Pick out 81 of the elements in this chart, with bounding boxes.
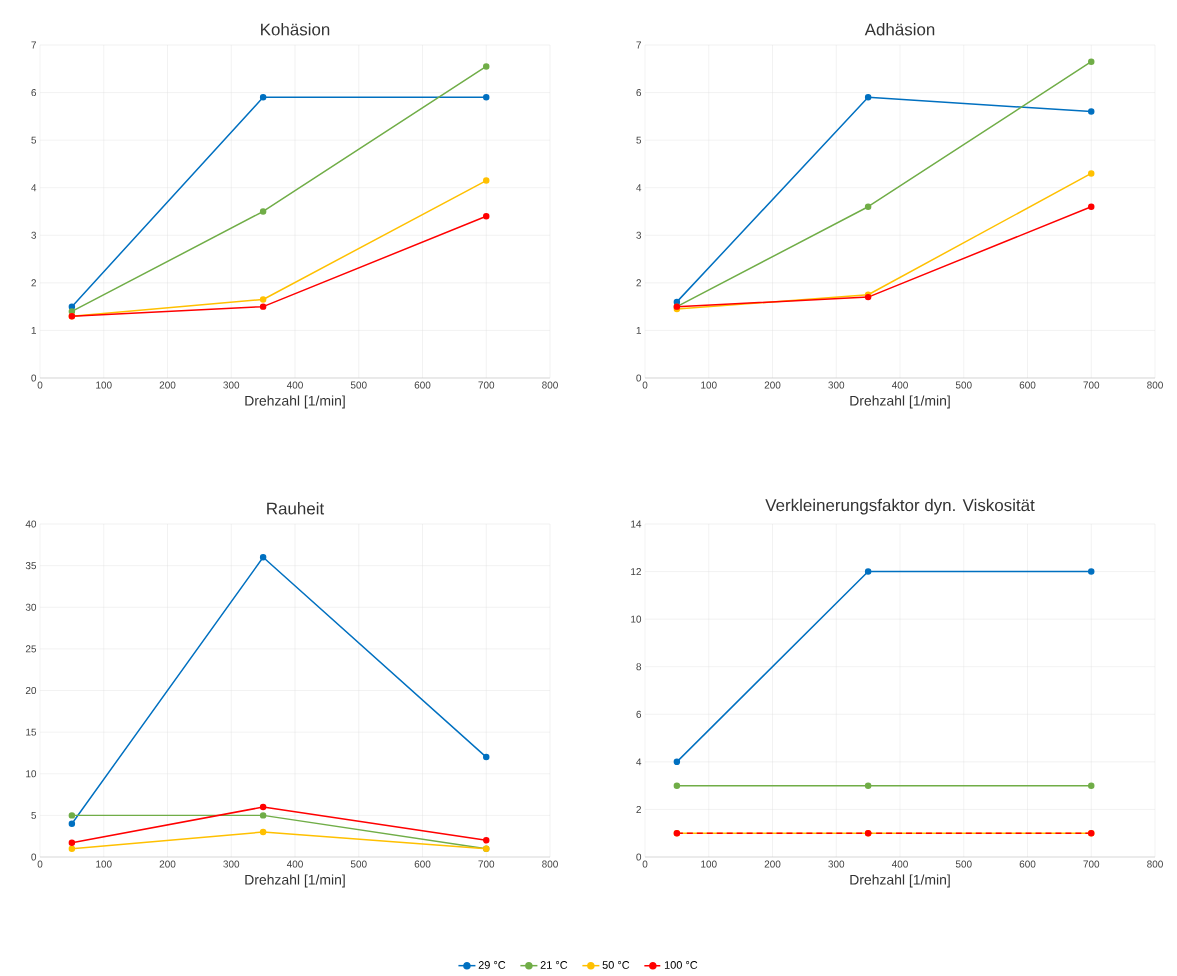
x-tick-label: 200 (764, 381, 781, 389)
x-tick-label: 200 (764, 860, 781, 868)
x-tick-label: 500 (955, 381, 972, 389)
y-tick-label: 5 (31, 136, 37, 144)
y-tick-label: 20 (25, 686, 37, 695)
x-tick-label: 500 (350, 860, 367, 868)
x-tick-label: 600 (1019, 860, 1036, 868)
chart-title: Adhäsion (864, 23, 935, 36)
legend-label: 50 °C (602, 961, 630, 969)
legend-label: 29 °C (478, 961, 506, 969)
y-tick-label: 5 (636, 136, 642, 144)
y-tick-label: 0 (31, 853, 37, 861)
x-tick-label: 500 (350, 381, 367, 389)
x-tick-label: 0 (37, 860, 43, 868)
y-tick-label: 0 (636, 853, 642, 861)
x-tick-label: 300 (828, 860, 845, 868)
y-tick-label: 6 (636, 710, 642, 718)
y-tick-label: 2 (636, 279, 641, 287)
y-tick-label: 15 (26, 728, 37, 736)
y-tick-label: 3 (31, 231, 37, 239)
x-tick-label: 300 (828, 381, 845, 389)
x-tick-label: 100 (701, 381, 717, 389)
y-tick-label: 6 (31, 89, 37, 97)
x-tick-label: 700 (478, 860, 495, 868)
x-tick-label: 300 (223, 381, 240, 389)
y-tick-label: 0 (636, 374, 642, 382)
y-tick-label: 2 (636, 805, 641, 813)
x-tick-label: 300 (223, 860, 240, 868)
x-tick-label: 800 (542, 860, 558, 868)
y-tick-label: 7 (636, 41, 641, 49)
x-tick-label: 400 (891, 381, 908, 389)
y-tick-label: 35 (25, 562, 37, 570)
x-tick-label: 800 (542, 381, 558, 389)
y-tick-label: 12 (631, 568, 641, 576)
x-tick-label: 100 (96, 381, 112, 389)
y-tick-label: 8 (636, 663, 642, 671)
x-tick-label: 700 (1083, 381, 1100, 389)
x-tick-label: 100 (701, 860, 717, 868)
y-tick-label: 4 (31, 184, 37, 192)
x-axis-title: Drehzahl [1/min] (850, 874, 950, 888)
legend-label: 21 °C (540, 961, 568, 969)
y-tick-label: 3 (636, 231, 642, 239)
x-tick-label: 200 (159, 381, 176, 389)
y-tick-label: 1 (31, 326, 36, 334)
x-axis-title: Drehzahl [1/min] (245, 874, 345, 888)
y-tick-label: 4 (636, 184, 642, 192)
x-tick-label: 200 (159, 860, 176, 868)
y-tick-label: 10 (631, 615, 642, 623)
x-tick-label: 600 (414, 381, 431, 389)
y-tick-label: 6 (636, 89, 642, 97)
x-tick-label: 400 (286, 381, 303, 389)
x-tick-label: 400 (891, 860, 908, 868)
y-tick-label: 30 (25, 603, 37, 611)
x-tick-label: 600 (1019, 381, 1036, 389)
x-tick-label: 400 (286, 860, 303, 868)
y-tick-label: 40 (25, 520, 37, 528)
x-tick-label: 800 (1147, 860, 1163, 868)
y-tick-label: 14 (631, 520, 642, 528)
y-tick-label: 0 (31, 374, 37, 382)
y-tick-label: 25 (25, 645, 37, 653)
x-axis-title: Drehzahl [1/min] (850, 395, 950, 409)
chart-title: Verkleinerungsfaktor dyn. Viskosität (765, 498, 1035, 515)
x-tick-label: 800 (1147, 381, 1163, 389)
chart-title: Kohäsion (261, 23, 330, 36)
x-tick-label: 0 (642, 381, 648, 389)
x-tick-label: 700 (1083, 860, 1100, 868)
y-tick-label: 7 (31, 41, 36, 49)
x-tick-label: 0 (37, 381, 43, 389)
y-tick-label: 4 (636, 758, 642, 766)
y-tick-label: 2 (31, 279, 36, 287)
x-tick-label: 600 (414, 860, 431, 868)
chart-title: Rauheit (267, 502, 325, 515)
x-tick-label: 700 (478, 381, 495, 389)
y-tick-label: 10 (26, 770, 37, 778)
x-tick-label: 500 (955, 860, 972, 868)
x-tick-label: 100 (96, 860, 112, 868)
x-tick-label: 0 (642, 860, 648, 868)
y-tick-label: 5 (31, 811, 37, 819)
legend-label: 100 °C (664, 961, 698, 969)
x-axis-title: Drehzahl [1/min] (245, 395, 345, 409)
y-tick-label: 1 (636, 326, 642, 334)
